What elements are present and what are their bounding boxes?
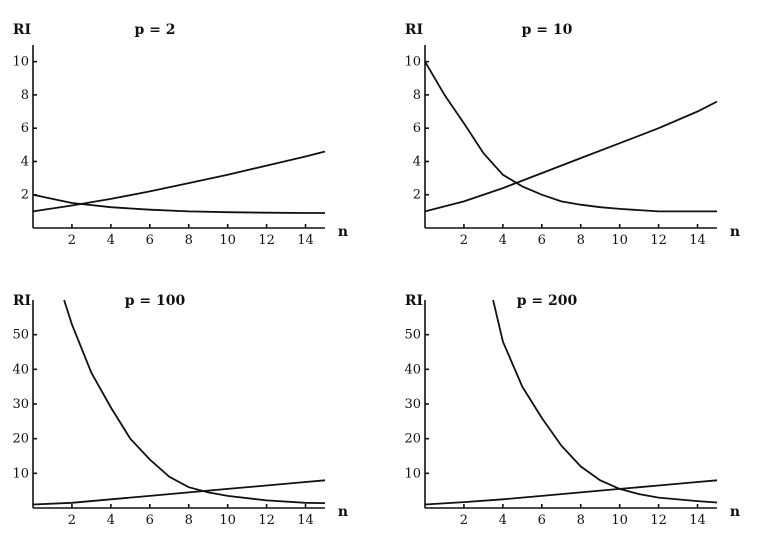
x-tick-label: 6: [538, 513, 546, 528]
y-tick-label: 10: [12, 466, 29, 481]
x-tick-label: 14: [297, 233, 314, 248]
x-tick-label: 10: [611, 513, 628, 528]
series-line-2: [32, 150, 326, 213]
y-tick-label: 6: [413, 121, 421, 136]
y-tick-label: 6: [21, 121, 29, 136]
x-tick-label: 12: [258, 233, 275, 248]
x-axis-label: n: [338, 504, 348, 520]
x-tick-label: 8: [577, 513, 585, 528]
chart-title: p = 2: [134, 22, 175, 38]
y-tick-label: 4: [413, 154, 421, 169]
y-tick-label: 8: [413, 88, 421, 103]
chart-title: p = 100: [125, 293, 186, 309]
x-tick-label: 14: [297, 513, 314, 528]
y-axis-label: RI: [13, 22, 31, 38]
series-line-2: [32, 479, 326, 506]
x-axis-label: n: [730, 504, 740, 520]
y-tick-label: 4: [21, 154, 29, 169]
x-tick-label: 12: [258, 513, 275, 528]
x-tick-label: 10: [611, 233, 628, 248]
x-tick-label: 6: [146, 513, 154, 528]
series-line-1: [32, 193, 325, 214]
chart-title: p = 200: [517, 293, 578, 309]
x-tick-label: 10: [219, 233, 236, 248]
x-tick-label: 2: [460, 513, 468, 528]
x-tick-label: 4: [499, 233, 507, 248]
series-line-1: [492, 299, 718, 504]
y-tick-label: 10: [404, 466, 421, 481]
x-tick-label: 12: [650, 233, 667, 248]
x-tick-label: 12: [650, 513, 667, 528]
x-axis-label: n: [338, 224, 348, 240]
x-tick-label: 2: [68, 233, 76, 248]
x-tick-label: 6: [538, 233, 546, 248]
y-axis-label: RI: [405, 293, 423, 309]
x-tick-label: 4: [107, 513, 115, 528]
y-tick-label: 2: [413, 188, 421, 203]
y-tick-label: 30: [404, 397, 421, 412]
series-line-2: [424, 479, 718, 506]
x-axis-label: n: [730, 224, 740, 240]
series-line-1: [63, 299, 326, 504]
x-tick-label: 8: [185, 233, 193, 248]
y-tick-label: 50: [404, 328, 421, 343]
y-tick-label: 30: [12, 397, 29, 412]
x-tick-label: 14: [689, 513, 706, 528]
y-tick-label: 20: [12, 432, 29, 447]
chart-title: p = 10: [522, 22, 573, 38]
y-axis-label: RI: [405, 22, 423, 38]
x-tick-label: 4: [499, 513, 507, 528]
series-line-1: [424, 61, 717, 213]
x-tick-label: 10: [219, 513, 236, 528]
y-tick-label: 40: [12, 362, 29, 377]
x-tick-label: 8: [185, 513, 193, 528]
x-tick-label: 14: [689, 233, 706, 248]
x-tick-label: 2: [460, 233, 468, 248]
y-tick-label: 10: [404, 55, 421, 70]
y-tick-label: 2: [21, 188, 29, 203]
x-tick-label: 6: [146, 233, 154, 248]
y-tick-label: 40: [404, 362, 421, 377]
x-tick-label: 2: [68, 513, 76, 528]
x-tick-label: 8: [577, 233, 585, 248]
y-axis-label: RI: [13, 293, 31, 309]
y-tick-label: 20: [404, 432, 421, 447]
y-tick-label: 8: [21, 88, 29, 103]
y-tick-label: 50: [12, 328, 29, 343]
y-tick-label: 10: [12, 55, 29, 70]
x-tick-label: 4: [107, 233, 115, 248]
series-line-2: [424, 100, 718, 213]
